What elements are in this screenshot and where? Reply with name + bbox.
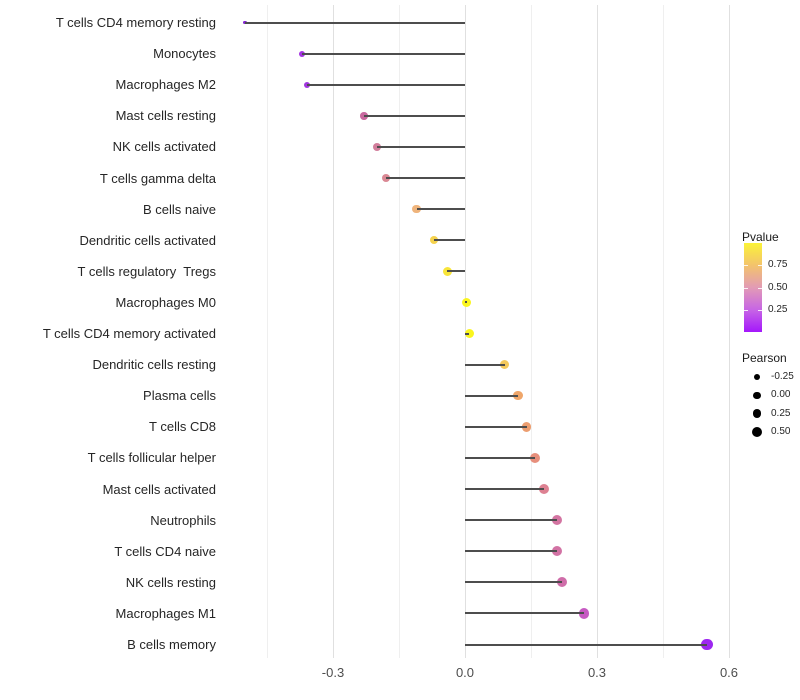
size-legend-label: -0.25 [771, 371, 794, 382]
category-label: B cells naive [143, 201, 216, 217]
gridline-minor [398, 5, 400, 658]
stem-segment [465, 425, 527, 428]
data-point [513, 390, 523, 401]
stem-segment [465, 363, 505, 366]
category-label: T cells CD4 memory resting [55, 15, 216, 30]
category-label: Macrophages M0 [115, 294, 216, 310]
data-point [464, 329, 474, 338]
size-legend-dot [752, 409, 762, 418]
category-label: T cells regulatory Tregs [77, 263, 216, 279]
category-label: NK cells resting [125, 574, 216, 590]
gridline-minor [266, 5, 268, 658]
data-point [578, 608, 590, 619]
data-point [556, 577, 567, 588]
size-legend-dot [752, 426, 762, 437]
category-label: Neutrophils [150, 512, 216, 528]
category-label: Dendritic cells resting [92, 357, 216, 373]
category-label: Macrophages M2 [115, 77, 216, 93]
data-point [462, 297, 472, 307]
x-tick-label: 0.6 [719, 665, 739, 680]
category-label: Plasma cells [143, 388, 216, 404]
data-point [499, 359, 510, 370]
category-label: Macrophages M1 [115, 605, 216, 621]
stem-segment [434, 239, 465, 242]
size-legend-dot [753, 373, 761, 381]
category-label: T cells CD4 naive [114, 543, 216, 559]
stem-segment [447, 270, 465, 273]
data-point [521, 422, 532, 432]
size-legend-label: 0.50 [771, 425, 791, 437]
stem-segment [465, 519, 558, 522]
category-label: Mast cells resting [115, 108, 216, 124]
gridline-minor [530, 5, 532, 658]
colorbar-notch [744, 287, 748, 289]
data-point [552, 515, 563, 526]
category-label: B cells memory [127, 637, 216, 652]
stem-segment [465, 550, 558, 553]
stem-segment [416, 208, 465, 211]
category-label: T cells CD4 memory activated [42, 326, 216, 341]
stem-segment [363, 114, 465, 117]
size-legend-label: 0.00 [771, 389, 791, 401]
category-label: T cells follicular helper [87, 450, 216, 466]
category-label: Mast cells activated [102, 481, 216, 497]
data-point [539, 484, 550, 494]
data-point [552, 546, 563, 557]
data-point [701, 638, 713, 651]
stem-segment [385, 177, 465, 179]
size-legend-label: 0.25 [771, 407, 791, 419]
category-label: Monocytes [153, 46, 216, 62]
stem-segment [465, 301, 467, 304]
stem-segment [377, 145, 465, 148]
colorbar-tick-label: 0.25 [768, 303, 788, 315]
stem-segment [306, 83, 465, 86]
stem-segment [465, 612, 584, 615]
colorbar-tick-label: 0.75 [768, 259, 788, 271]
colorbar-notch [744, 309, 748, 311]
stem-segment [465, 643, 707, 646]
gridline-major [596, 5, 598, 658]
gridline-major [332, 5, 334, 658]
stem-segment [465, 394, 518, 397]
colorbar-notch [758, 287, 762, 289]
colorbar-notch [744, 265, 748, 267]
pvalue-colorbar [744, 243, 762, 332]
stem-segment [465, 581, 562, 584]
stem-segment [465, 332, 470, 335]
stem-segment [465, 456, 536, 459]
stem-segment [465, 488, 545, 490]
gridline-minor [662, 5, 664, 658]
stem-segment [245, 21, 465, 24]
category-label: NK cells activated [112, 139, 216, 155]
pearson-legend-title: Pearson [742, 351, 787, 365]
pvalue-legend-title: Pvalue [742, 230, 779, 244]
category-label: T cells CD8 [149, 419, 216, 435]
size-legend-dot [753, 391, 761, 400]
colorbar-tick-label: 0.50 [768, 281, 788, 293]
colorbar-notch [758, 309, 762, 311]
category-label: T cells gamma delta [99, 170, 216, 186]
gridline-major [728, 5, 730, 658]
x-tick-label: 0.0 [455, 665, 475, 680]
data-point [530, 452, 541, 463]
stem-segment [302, 52, 465, 55]
x-tick-label: -0.3 [321, 665, 345, 680]
x-tick-label: 0.3 [587, 665, 607, 680]
colorbar-notch [758, 265, 762, 267]
category-label: Dendritic cells activated [79, 232, 216, 248]
